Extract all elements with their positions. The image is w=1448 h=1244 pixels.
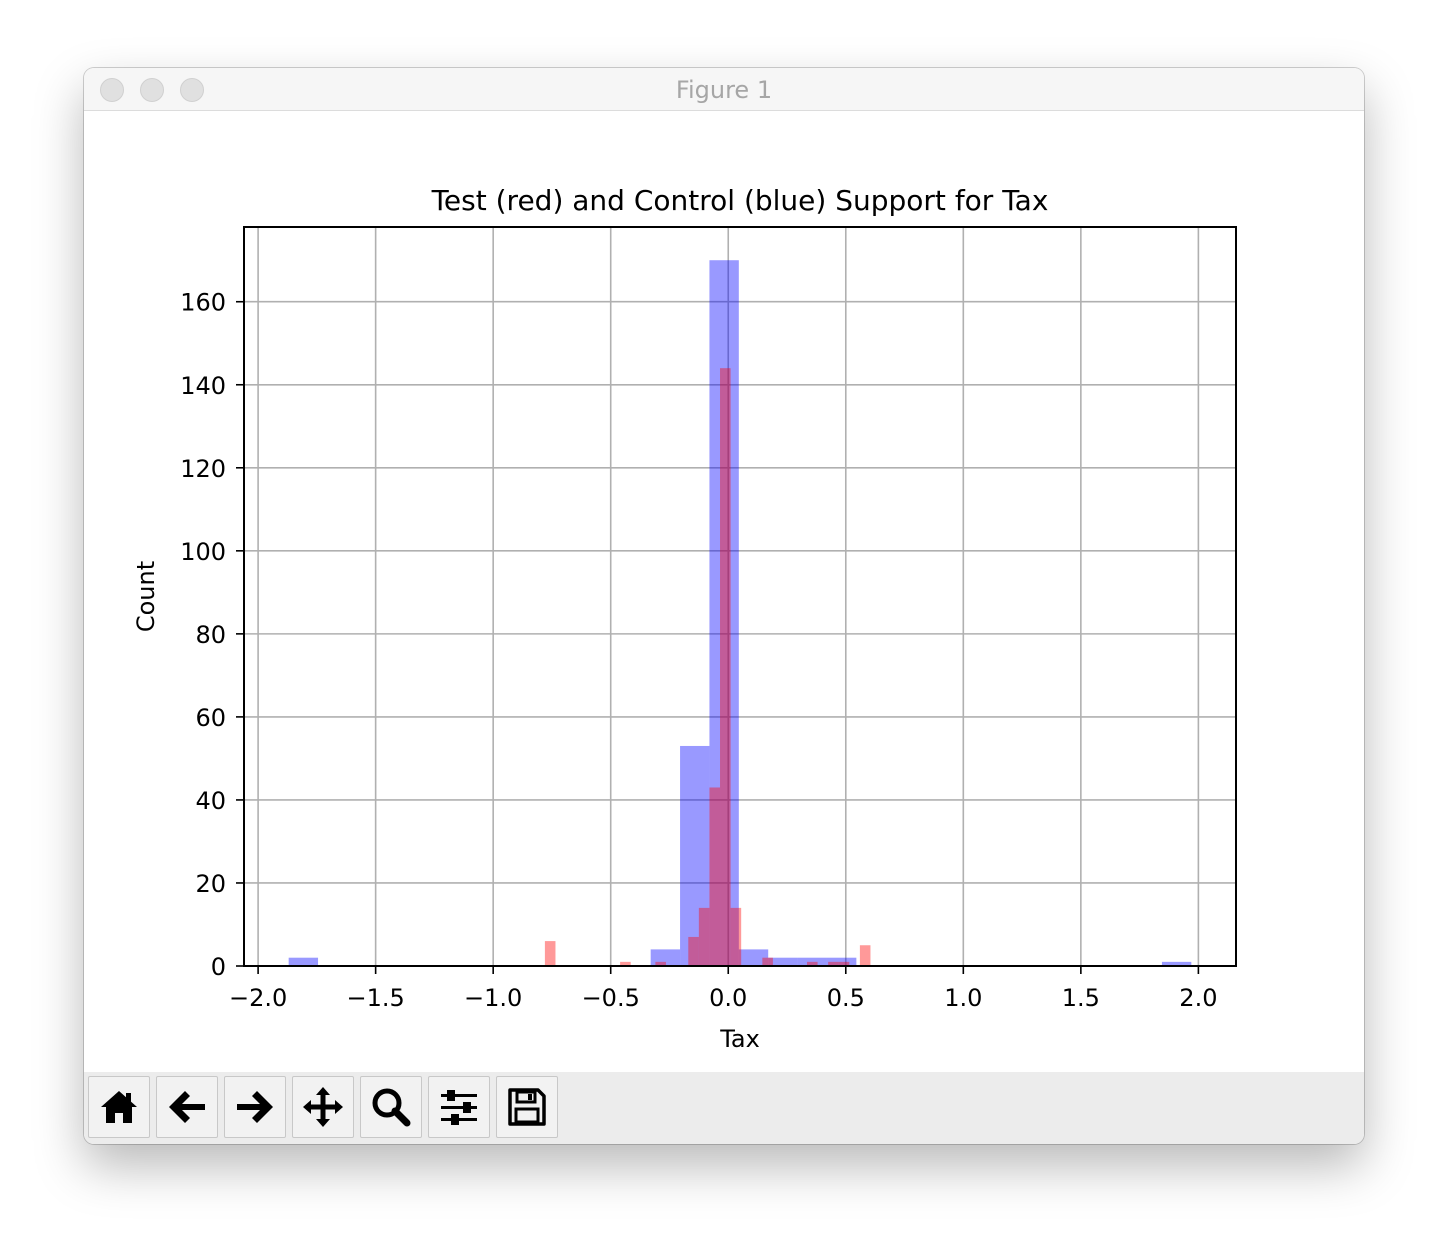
y-tick-label: 20: [195, 870, 226, 898]
histogram-bar: [544, 941, 556, 966]
histogram-bar: [709, 260, 739, 966]
magnifier-icon: [372, 1088, 411, 1127]
x-axis-label: Tax: [719, 1025, 760, 1053]
histogram-bar: [738, 949, 769, 966]
histogram-bar: [762, 957, 773, 966]
histogram-bar: [620, 961, 631, 966]
histogram-bar: [698, 907, 710, 966]
y-tick-label: 80: [195, 621, 226, 649]
floppy-disk-icon: [508, 1088, 546, 1126]
y-tick-label: 120: [180, 455, 226, 483]
configure-subplots-button[interactable]: [428, 1076, 490, 1138]
histogram-chart: −2.0 −1.5 −1.0 −0.5 0.0 0.5 1.0 1.5 2.0 0 20 40 60 80…: [132, 184, 1237, 1053]
close-window-button[interactable]: [100, 78, 124, 102]
arrow-right-icon: [237, 1091, 273, 1123]
histogram-bar: [806, 961, 818, 966]
window-title: Figure 1: [675, 76, 773, 104]
histogram-bar: [826, 957, 857, 966]
histogram-bar: [650, 949, 681, 966]
figure-canvas[interactable]: −2.0 −1.5 −1.0 −0.5 0.0 0.5 1.0 1.5 2.0 0 20 40 60 80…: [84, 111, 1364, 1072]
save-button[interactable]: [496, 1076, 558, 1138]
x-tick-label: 1.0: [944, 984, 982, 1012]
axes-frame: [243, 226, 1237, 967]
chart-title: Test (red) and Control (blue) Support fo…: [431, 184, 1049, 217]
zoom-window-button[interactable]: [180, 78, 204, 102]
y-tick-label: 140: [180, 372, 226, 400]
zoom-button[interactable]: [360, 1076, 422, 1138]
sliders-icon: [441, 1090, 477, 1125]
y-axis-label: Count: [132, 561, 160, 632]
x-tick-label: 0.0: [709, 984, 747, 1012]
y-tick-label: 0: [211, 953, 226, 981]
x-tick-label: 2.0: [1179, 984, 1217, 1012]
home-icon: [101, 1091, 137, 1123]
histogram-bar: [709, 787, 721, 966]
axis-ticks: −2.0 −1.5 −1.0 −0.5 0.0 0.5 1.0 1.5 2.0 0 20 40 60 80…: [180, 289, 1217, 1012]
x-tick-label: −2.0: [229, 984, 287, 1012]
histogram-bar: [288, 957, 319, 966]
y-tick-label: 40: [195, 787, 226, 815]
move-icon: [303, 1087, 343, 1127]
y-tick-label: 100: [180, 538, 226, 566]
histogram-bar: [768, 957, 798, 966]
histogram-bar: [730, 907, 742, 966]
x-tick-label: −1.0: [464, 984, 522, 1012]
histogram-bar: [828, 961, 839, 966]
pan-button[interactable]: [292, 1076, 354, 1138]
histogram-bar: [680, 745, 710, 966]
figure-window: Figure 1 −2.0 −1.5 −1.0 −0.5 0.0 0.5 1.0 1.5 2.0…: [84, 68, 1364, 1144]
y-tick-label: 160: [180, 289, 226, 317]
histogram-bar: [720, 368, 731, 966]
grid-lines: [244, 227, 1236, 967]
back-button[interactable]: [156, 1076, 218, 1138]
y-tick-label: 60: [195, 704, 226, 732]
minimize-window-button[interactable]: [140, 78, 164, 102]
histogram-bar: [1161, 961, 1192, 966]
title-bar[interactable]: Figure 1: [84, 68, 1364, 111]
histogram-bars: [288, 260, 1192, 966]
histogram-bar: [859, 945, 871, 966]
histogram-bar: [655, 961, 666, 966]
x-tick-label: −1.5: [346, 984, 404, 1012]
home-button[interactable]: [88, 1076, 150, 1138]
histogram-bar: [797, 957, 827, 966]
x-tick-label: 0.5: [827, 984, 865, 1012]
x-tick-label: 1.5: [1062, 984, 1100, 1012]
navigation-toolbar: [84, 1072, 1364, 1144]
arrow-left-icon: [169, 1091, 205, 1123]
x-tick-label: −0.5: [582, 984, 640, 1012]
forward-button[interactable]: [224, 1076, 286, 1138]
histogram-bar: [688, 936, 699, 966]
histogram-bar: [838, 961, 850, 966]
